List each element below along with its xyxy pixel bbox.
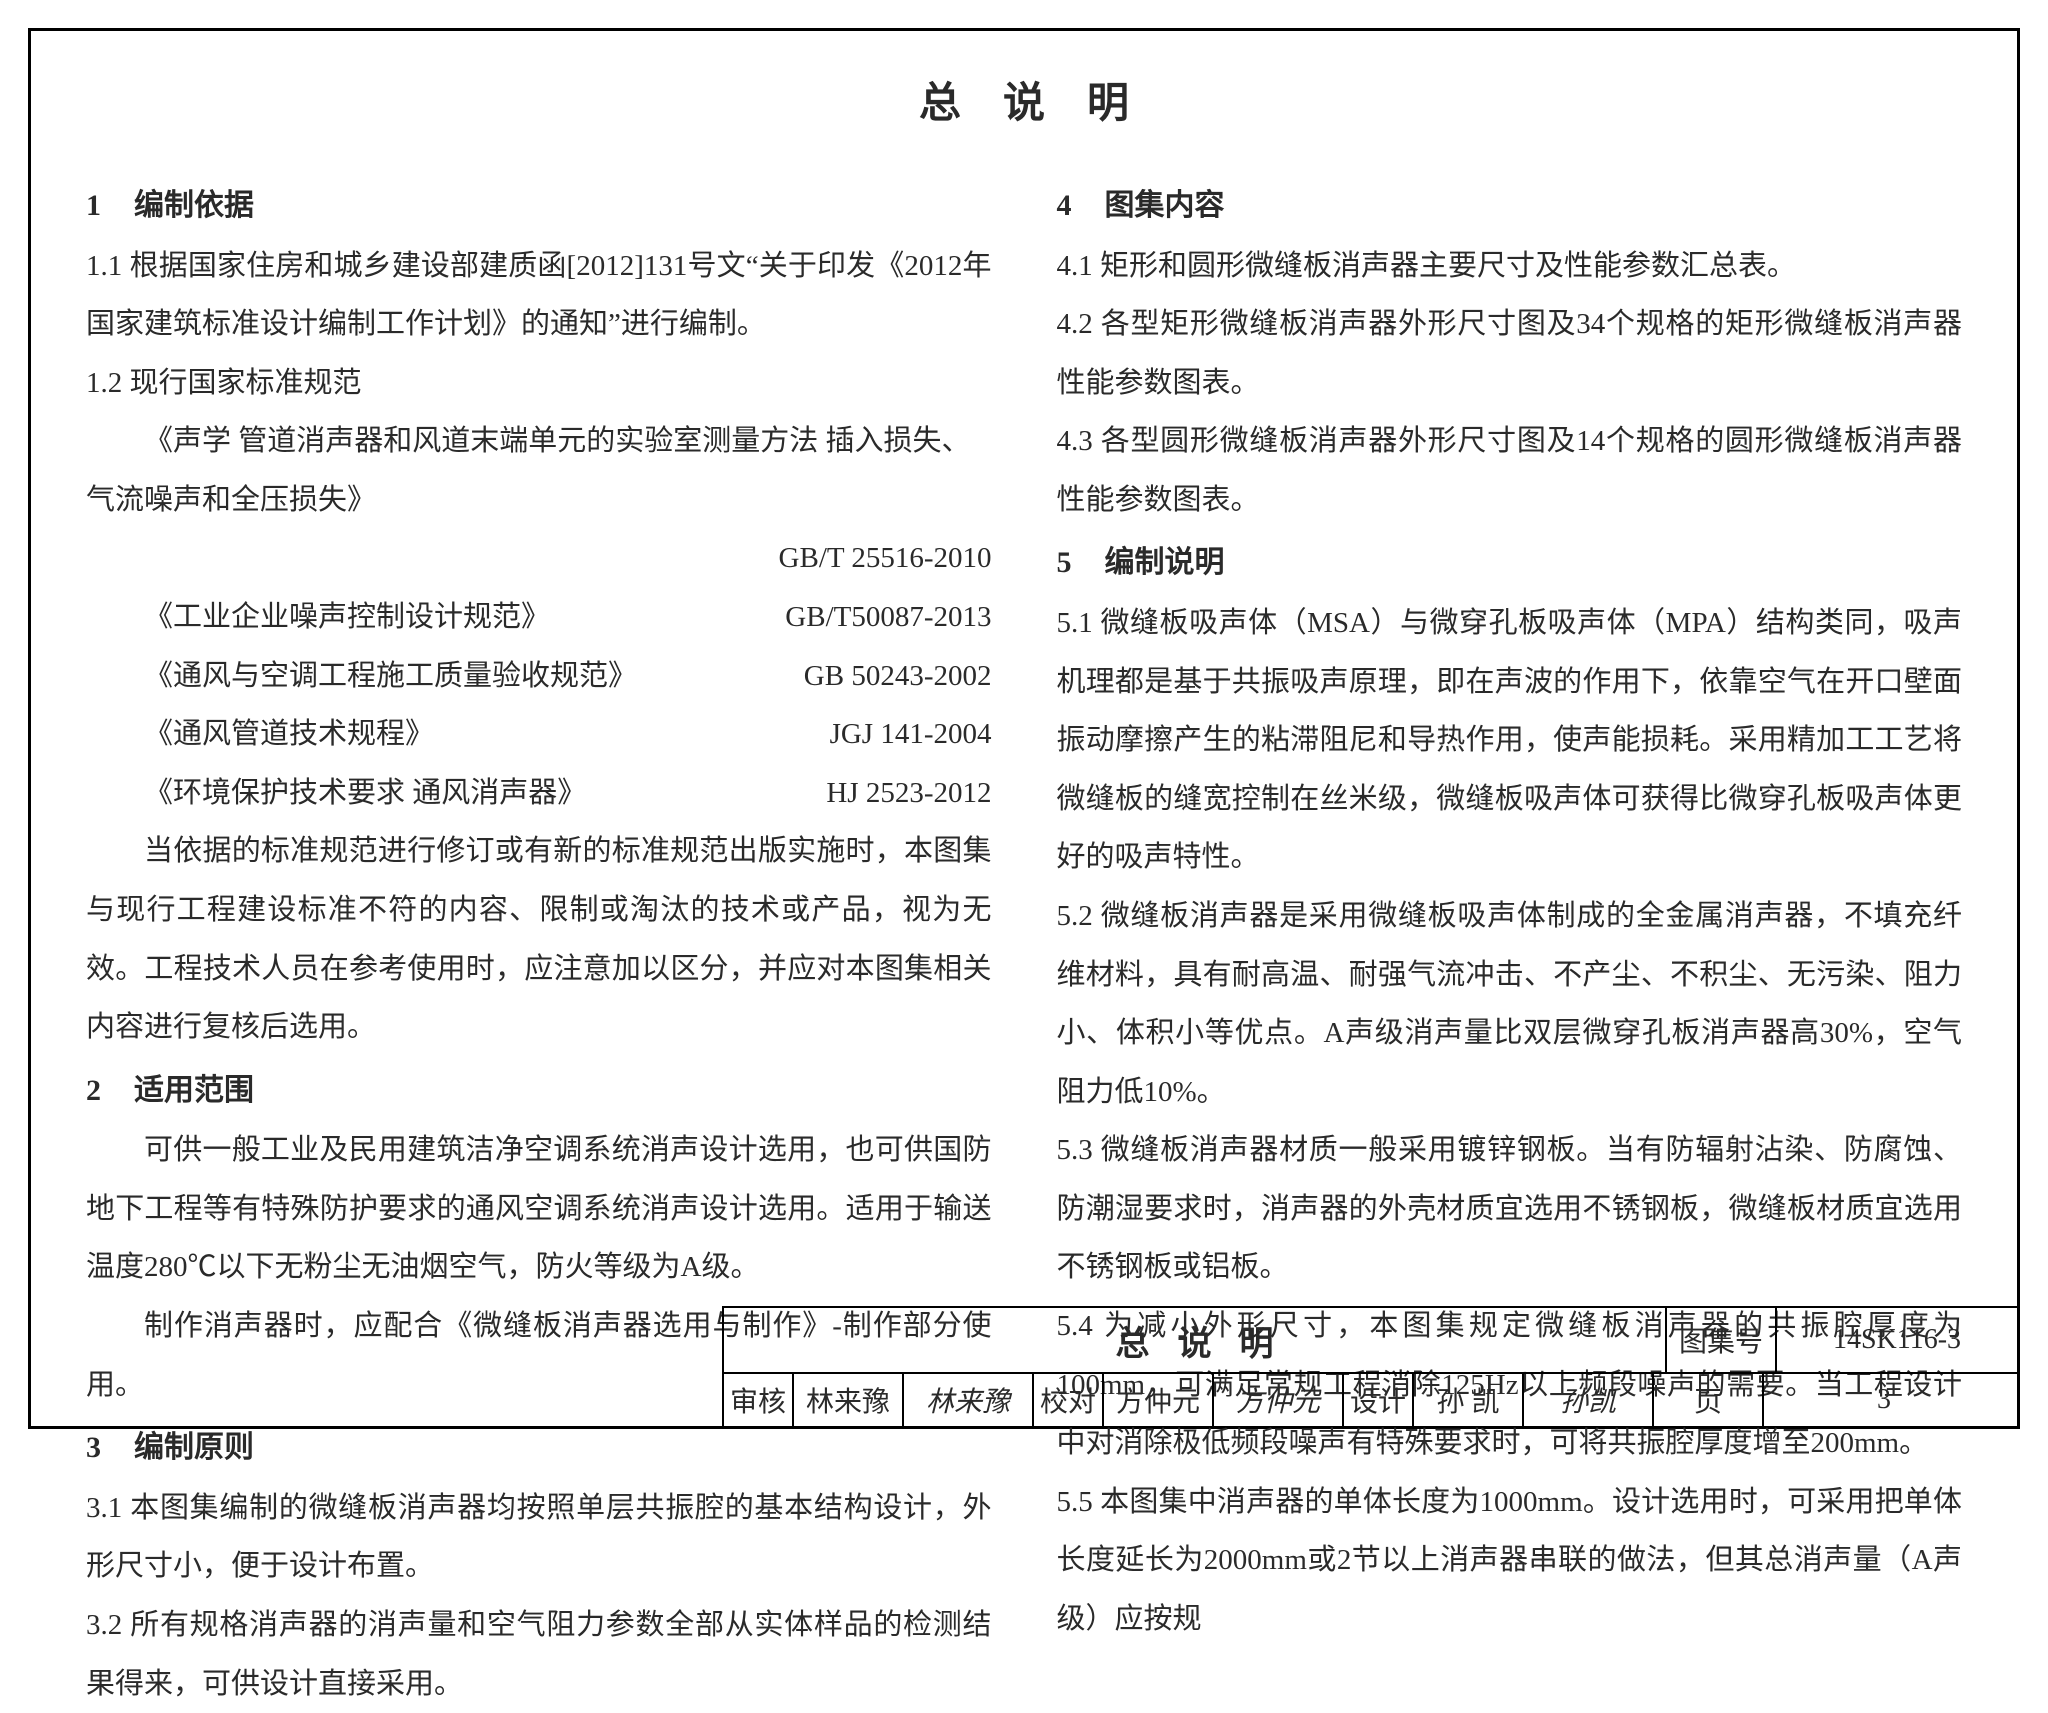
check-signature: 方仲元	[1214, 1374, 1344, 1426]
title-block: 总说明 图集号 14SK116-3 审核 林来豫 林来豫 校对 方仲元 方仲元 …	[722, 1306, 2017, 1426]
para-5-1: 5.1 微缝板吸声体（MSA）与微穿孔板吸声体（MPA）结构类同，吸声机理都是基…	[1057, 594, 1963, 887]
design-name: 孙 凯	[1414, 1374, 1524, 1426]
para-5-2: 5.2 微缝板消声器是采用微缝板吸声体制成的全金属消声器，不填充纤维材料，具有耐…	[1057, 887, 1963, 1121]
right-column: 4图集内容 4.1 矩形和圆形微缝板消声器主要尺寸及性能参数汇总表。 4.2 各…	[1057, 172, 1963, 1713]
para-1-2: 1.2 现行国家标准规范	[86, 354, 992, 413]
titleblock-doc-title: 总说明	[724, 1308, 1667, 1372]
title-block-row1: 总说明 图集号 14SK116-3	[724, 1308, 2017, 1374]
section-2-num: 2	[86, 1061, 134, 1122]
check-label: 校对	[1034, 1374, 1104, 1426]
atlas-label: 图集号	[1667, 1308, 1777, 1372]
section-2-head: 2适用范围	[86, 1061, 992, 1122]
para-4-3: 4.3 各型圆形微缝板消声器外形尺寸图及14个规格的圆形微缝板消声器性能参数图表…	[1057, 412, 1963, 529]
section-3-num: 3	[86, 1418, 134, 1479]
section-5-title: 编制说明	[1105, 546, 1225, 579]
std2-name: 《工业企业噪声控制设计规范》	[86, 588, 550, 647]
para-1-note: 当依据的标准规范进行修订或有新的标准规范出版实施时，本图集与现行工程建设标准不符…	[86, 822, 992, 1056]
review-label: 审核	[724, 1374, 794, 1426]
std5-code: HJ 2523-2012	[826, 764, 991, 823]
para-4-2: 4.2 各型矩形微缝板消声器外形尺寸图及34个规格的矩形微缝板消声器性能参数图表…	[1057, 295, 1963, 412]
para-2-1: 可供一般工业及民用建筑洁净空调系统消声设计选用，也可供国防地下工程等有特殊防护要…	[86, 1121, 992, 1297]
std1-name: 《声学 管道消声器和风道末端单元的实验室测量方法 插入损失、气流噪声和全压损失》	[86, 412, 992, 529]
section-5-num: 5	[1057, 533, 1105, 594]
standard-row-4: 《通风管道技术规程》 JGJ 141-2004	[86, 705, 992, 764]
std4-code: JGJ 141-2004	[830, 705, 992, 764]
atlas-code: 14SK116-3	[1777, 1308, 2017, 1372]
page-title: 总说明	[86, 69, 1962, 130]
para-5-5: 5.5 本图集中消声器的单体长度为1000mm。设计选用时，可采用把单体长度延长…	[1057, 1473, 1963, 1649]
section-4-head: 4图集内容	[1057, 176, 1963, 237]
page-frame: 总说明 1编制依据 1.1 根据国家住房和城乡建设部建质函[2012]131号文…	[28, 28, 2020, 1429]
review-signature: 林来豫	[904, 1374, 1034, 1426]
para-3-1: 3.1 本图集编制的微缝板消声器均按照单层共振腔的基本结构设计，外形尺寸小，便于…	[86, 1479, 992, 1596]
standard-row-5: 《环境保护技术要求 通风消声器》 HJ 2523-2012	[86, 764, 992, 823]
standard-row-3: 《通风与空调工程施工质量验收规范》 GB 50243-2002	[86, 647, 992, 706]
section-4-num: 4	[1057, 176, 1105, 237]
section-1-num: 1	[86, 176, 134, 237]
page-number: 3	[1764, 1374, 2004, 1426]
standard-row-1: 《声学 管道消声器和风道末端单元的实验室测量方法 插入损失、气流噪声和全压损失》…	[86, 412, 992, 588]
std4-name: 《通风管道技术规程》	[86, 705, 434, 764]
para-1-1: 1.1 根据国家住房和城乡建设部建质函[2012]131号文“关于印发《2012…	[86, 237, 992, 354]
page-label: 页	[1654, 1374, 1764, 1426]
std2-code: GB/T50087-2013	[785, 588, 991, 647]
std3-code: GB 50243-2002	[804, 647, 992, 706]
standard-row-2: 《工业企业噪声控制设计规范》 GB/T50087-2013	[86, 588, 992, 647]
section-3-head: 3编制原则	[86, 1418, 992, 1479]
std5-name: 《环境保护技术要求 通风消声器》	[86, 764, 586, 823]
title-block-row2: 审核 林来豫 林来豫 校对 方仲元 方仲元 设计 孙 凯 孙凯 页 3	[724, 1374, 2017, 1426]
design-signature: 孙凯	[1524, 1374, 1654, 1426]
section-2-title: 适用范围	[134, 1074, 254, 1107]
para-5-3: 5.3 微缝板消声器材质一般采用镀锌钢板。当有防辐射沾染、防腐蚀、防潮湿要求时，…	[1057, 1121, 1963, 1297]
section-1-title: 编制依据	[134, 189, 254, 222]
review-name: 林来豫	[794, 1374, 904, 1426]
check-name: 方仲元	[1104, 1374, 1214, 1426]
section-1-head: 1编制依据	[86, 176, 992, 237]
design-label: 设计	[1344, 1374, 1414, 1426]
left-column: 1编制依据 1.1 根据国家住房和城乡建设部建质函[2012]131号文“关于印…	[86, 172, 992, 1713]
section-3-title: 编制原则	[134, 1431, 254, 1464]
para-4-1: 4.1 矩形和圆形微缝板消声器主要尺寸及性能参数汇总表。	[1057, 237, 1963, 296]
para-3-2: 3.2 所有规格消声器的消声量和空气阻力参数全部从实体样品的检测结果得来，可供设…	[86, 1596, 992, 1713]
section-4-title: 图集内容	[1105, 189, 1225, 222]
std3-name: 《通风与空调工程施工质量验收规范》	[86, 647, 637, 706]
section-5-head: 5编制说明	[1057, 533, 1963, 594]
std1-code: GB/T 25516-2010	[779, 529, 992, 588]
two-column-body: 1编制依据 1.1 根据国家住房和城乡建设部建质函[2012]131号文“关于印…	[86, 172, 1962, 1713]
